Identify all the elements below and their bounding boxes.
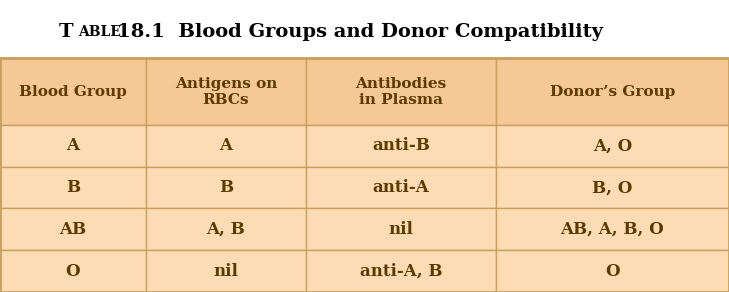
FancyBboxPatch shape bbox=[146, 125, 306, 167]
FancyBboxPatch shape bbox=[496, 208, 729, 250]
Text: A, O: A, O bbox=[593, 137, 632, 154]
Text: B: B bbox=[219, 179, 233, 196]
Text: nil: nil bbox=[389, 221, 413, 238]
FancyBboxPatch shape bbox=[0, 208, 146, 250]
Text: Blood Group: Blood Group bbox=[19, 85, 127, 99]
Text: B: B bbox=[66, 179, 80, 196]
Text: anti-A, B: anti-A, B bbox=[359, 263, 443, 280]
Text: O: O bbox=[66, 263, 80, 280]
Text: A: A bbox=[219, 137, 233, 154]
Text: AB, A, B, O: AB, A, B, O bbox=[561, 221, 664, 238]
FancyBboxPatch shape bbox=[496, 58, 729, 125]
Text: anti-A: anti-A bbox=[373, 179, 429, 196]
Text: ABLE: ABLE bbox=[78, 25, 121, 39]
FancyBboxPatch shape bbox=[146, 58, 306, 125]
FancyBboxPatch shape bbox=[306, 208, 496, 250]
Text: A: A bbox=[66, 137, 79, 154]
FancyBboxPatch shape bbox=[496, 125, 729, 167]
Text: Donor’s Group: Donor’s Group bbox=[550, 85, 675, 99]
FancyBboxPatch shape bbox=[0, 167, 146, 208]
FancyBboxPatch shape bbox=[0, 58, 146, 125]
Text: Antigens on
RBCs: Antigens on RBCs bbox=[175, 77, 277, 107]
FancyBboxPatch shape bbox=[496, 167, 729, 208]
FancyBboxPatch shape bbox=[146, 250, 306, 292]
Text: Antibodies
in Plasma: Antibodies in Plasma bbox=[355, 77, 447, 107]
Text: 18.1  Blood Groups and Donor Compatibility: 18.1 Blood Groups and Donor Compatibilit… bbox=[117, 23, 603, 41]
FancyBboxPatch shape bbox=[0, 250, 146, 292]
Text: O: O bbox=[605, 263, 620, 280]
Text: A, B: A, B bbox=[206, 221, 246, 238]
FancyBboxPatch shape bbox=[0, 125, 146, 167]
FancyBboxPatch shape bbox=[146, 208, 306, 250]
Text: B, O: B, O bbox=[592, 179, 633, 196]
Text: AB: AB bbox=[59, 221, 87, 238]
Text: T: T bbox=[58, 23, 73, 41]
FancyBboxPatch shape bbox=[496, 250, 729, 292]
FancyBboxPatch shape bbox=[146, 167, 306, 208]
FancyBboxPatch shape bbox=[306, 167, 496, 208]
Text: anti-B: anti-B bbox=[372, 137, 430, 154]
FancyBboxPatch shape bbox=[306, 58, 496, 125]
FancyBboxPatch shape bbox=[306, 250, 496, 292]
FancyBboxPatch shape bbox=[306, 125, 496, 167]
Text: nil: nil bbox=[214, 263, 238, 280]
